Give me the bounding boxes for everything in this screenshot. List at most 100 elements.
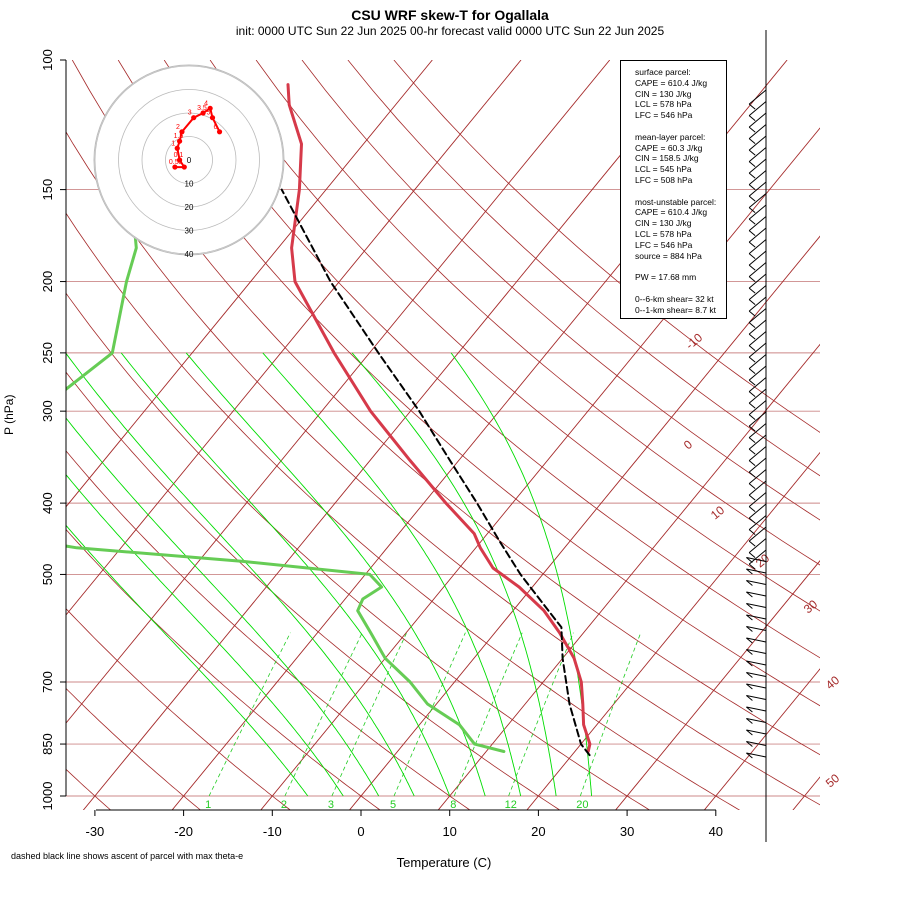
wind-barb	[748, 89, 767, 105]
hodograph-point-label: 3.5	[197, 105, 207, 112]
y-tick-label: 100	[40, 49, 55, 71]
wind-barb	[746, 660, 767, 666]
mixing-ratio-line	[393, 632, 466, 797]
shear-0-6km: 0--6-km shear= 32 kt	[635, 293, 714, 304]
wind-barb	[748, 296, 767, 312]
x-tick-label: 0	[357, 824, 364, 839]
hodograph-ring	[118, 89, 260, 231]
hodograph-point	[174, 145, 180, 151]
wind-barb-flag	[746, 741, 753, 747]
wind-barb-flag	[748, 276, 756, 283]
dry-adiabat	[66, 371, 561, 810]
wind-barb-flag	[746, 557, 753, 563]
wind-barb-flag	[746, 729, 753, 736]
wind-barb	[746, 591, 767, 597]
mean-layer-cin: CIN = 158.5 J/kg	[635, 153, 699, 164]
hodograph-point	[179, 129, 185, 135]
wind-barb	[748, 204, 767, 220]
wind-barb-flag	[748, 195, 756, 202]
dry-adiabat	[347, 60, 820, 477]
dry-adiabat	[71, 60, 820, 756]
dry-adiabat	[163, 60, 820, 659]
wind-barb	[746, 729, 767, 735]
wind-barb-flag	[746, 660, 753, 667]
mean-layer-lfc: LFC = 508 hPa	[635, 174, 693, 185]
isotherm-label: 10	[708, 503, 727, 523]
wind-barb-flag	[748, 172, 756, 179]
wind-barb	[746, 683, 767, 689]
wind-barb	[748, 411, 767, 427]
wind-barb	[748, 112, 767, 128]
wind-barb	[748, 285, 767, 301]
wind-barb	[746, 706, 767, 712]
mean-layer-cape: CAPE = 60.3 J/kg	[635, 142, 703, 153]
x-tick-label: 40	[709, 824, 723, 839]
wind-barb-flag	[748, 425, 756, 432]
hodograph-point-label: 0	[178, 159, 182, 166]
chart-title: CSU WRF skew-T for Ogallala	[351, 7, 549, 23]
mixing-ratio-label: 8	[450, 799, 456, 811]
wind-barb-flag	[748, 460, 756, 467]
wind-barb-flag	[748, 414, 756, 421]
wind-barb-flag	[748, 333, 756, 340]
isotherm-line	[703, 668, 820, 810]
hodograph-ring	[141, 112, 237, 208]
wind-barb	[748, 101, 767, 117]
wind-barb-flag	[746, 695, 753, 701]
wind-barb	[748, 469, 767, 485]
parcel-stats-box: surface parcel: CAPE = 610.4 J/kg CIN = …	[620, 60, 727, 319]
dry-adiabat	[66, 450, 471, 810]
wind-barb-flag	[746, 580, 753, 586]
hodograph-point-label: 1.5	[174, 133, 184, 140]
wind-barb	[748, 526, 767, 542]
moist-adiabat	[66, 474, 344, 797]
isotherm-line	[437, 343, 820, 810]
wind-barb	[748, 193, 767, 209]
wind-barb-flag	[748, 356, 756, 363]
wind-barb	[748, 239, 767, 255]
dry-adiabat	[66, 131, 820, 806]
wind-barb	[746, 637, 767, 643]
wind-barb	[748, 124, 767, 140]
wind-barb	[748, 492, 767, 508]
wind-barb	[748, 158, 767, 174]
wind-barb	[748, 170, 767, 186]
hodograph-point	[216, 129, 223, 135]
wind-barb	[748, 262, 767, 278]
hodograph-point-label: 0.1	[174, 152, 184, 159]
wind-barb	[746, 741, 767, 746]
wind-barb	[748, 434, 767, 450]
mean-layer-lcl: LCL = 545 hPa	[635, 164, 692, 175]
dewpoint-line	[66, 142, 506, 753]
mixing-ratio-label: 20	[576, 799, 588, 811]
wind-barb	[746, 695, 767, 700]
parcel-line	[280, 188, 591, 757]
wind-barb-flag	[748, 437, 756, 444]
wind-barb-flag	[746, 614, 753, 621]
x-tick-label: -10	[263, 824, 282, 839]
x-axis-label: Temperature (C)	[396, 855, 492, 870]
y-tick-label: 400	[40, 492, 55, 514]
wind-barb-flag	[748, 115, 756, 122]
wind-barb-flag	[748, 184, 756, 191]
most-unstable-cin: CIN = 130 J/kg	[635, 218, 692, 229]
wind-barb	[748, 181, 767, 197]
hodograph-point	[207, 105, 213, 111]
wind-barb-flag	[748, 391, 756, 398]
wind-barb	[746, 752, 767, 758]
hodograph-ring-label: 0	[187, 156, 192, 165]
hodograph-point	[209, 115, 216, 121]
mean-layer-parcel-title: mean-layer parcel:	[635, 131, 706, 142]
wind-barb-flag	[748, 161, 756, 168]
mixing-ratio-label: 2	[281, 799, 287, 811]
most-unstable-source: source = 884 hPa	[635, 250, 702, 261]
isotherm-line	[66, 60, 433, 508]
wind-barb	[748, 457, 767, 473]
hodograph-point-label: 0.5	[169, 159, 179, 166]
hodograph-point	[181, 164, 187, 170]
y-tick-label: 250	[40, 342, 55, 364]
wind-barb-flag	[748, 264, 756, 271]
wind-barb	[748, 377, 767, 393]
wind-barb	[748, 503, 767, 519]
